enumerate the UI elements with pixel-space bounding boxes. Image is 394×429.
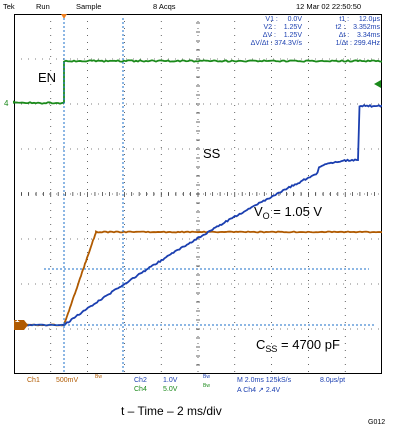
- vo-annotation: VO = 1.05 V: [254, 204, 322, 221]
- dvdt-value: 374.3V/s: [274, 40, 302, 47]
- timebase-readout: M 2.0ms 125kS/s: [237, 377, 291, 384]
- ch4-en-trace: [14, 60, 382, 103]
- time-axis-caption: t – Time – 2 ms/div: [121, 404, 222, 418]
- v1-value: 0.0V: [288, 16, 302, 23]
- ch4-marker-arrow: ▸: [13, 98, 17, 106]
- css-annotation: CSS = 4700 pF: [256, 337, 340, 354]
- voltage-readout: V1 : 0.0V V2 : 1.25V ΔV : 1.25V ΔV/Δt : …: [232, 16, 302, 48]
- dt-value: 3.34ms: [357, 32, 380, 39]
- ch2-label: Ch2: [134, 377, 147, 384]
- time-readout: t1 : 12.0μs t2 : 3.352ms Δt : 3.34ms 1/Δ…: [306, 16, 380, 48]
- ch4-marker-label: 4: [4, 99, 8, 108]
- ch4-scale: 5.0V: [163, 386, 177, 393]
- ch4-label: Ch4: [134, 386, 147, 393]
- date-time: 12 Mar 02 22:50:50: [296, 2, 361, 11]
- ch1-scale: 500mV: [56, 377, 78, 384]
- trigger-readout: A Ch4 ↗ 2.4V: [237, 386, 280, 394]
- ch2-scale: 1.0V: [163, 377, 177, 384]
- dv-value: 1.25V: [284, 32, 302, 39]
- figure-id: G012: [368, 419, 385, 426]
- ch1-marker-label: 1: [15, 315, 19, 324]
- acquisition-mode: Sample: [76, 2, 101, 11]
- sample-rate-readout: 8.0μs/pt: [320, 377, 345, 384]
- ch1-label: Ch1: [27, 377, 40, 384]
- ch4-level-arrow: [374, 80, 381, 88]
- graticule-grid: [14, 14, 382, 374]
- brand-label: Tek: [3, 2, 15, 11]
- scope-display: [14, 14, 382, 374]
- acquisition-count: 8 Acqs: [153, 2, 176, 11]
- ch2-bw-icon: Bw: [203, 374, 210, 380]
- t2-value: 3.352ms: [353, 24, 380, 31]
- run-state: Run: [36, 2, 50, 11]
- ch4-bw-icon: Bw: [203, 383, 210, 389]
- en-annotation: EN: [38, 70, 56, 85]
- ss-annotation: SS: [203, 146, 220, 161]
- ch1-bw-icon: Bw: [95, 374, 102, 380]
- inv-dt-value: 299.4Hz: [354, 40, 380, 47]
- t1-value: 12.0μs: [359, 16, 380, 23]
- v2-value: 1.25V: [284, 24, 302, 31]
- ch2-ss-trace: [14, 105, 382, 325]
